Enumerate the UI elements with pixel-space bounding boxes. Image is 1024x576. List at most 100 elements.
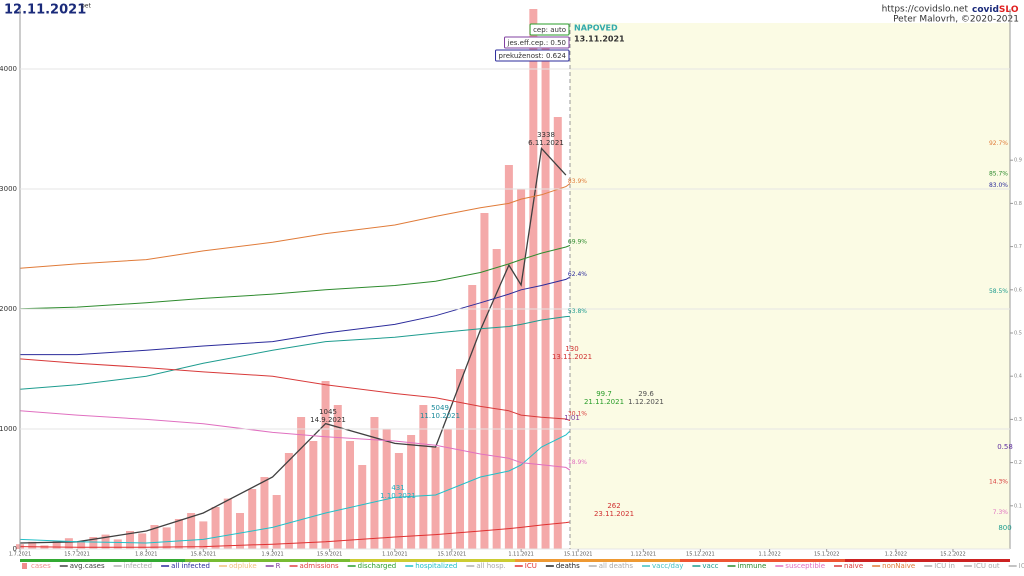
legend-label: ICU (525, 562, 537, 570)
bar (89, 537, 98, 549)
legend-label: immune (738, 562, 767, 570)
bar (77, 541, 86, 549)
bar (223, 498, 232, 549)
legend-label: R (276, 562, 281, 570)
legend-item: ICU deaths (1008, 562, 1024, 570)
x-tick-label: 15.10.2021 (438, 552, 467, 558)
legend-label: vacc (702, 562, 718, 570)
y2-tick-label: 0.9 (1014, 158, 1022, 164)
annotation-value: 431 (391, 484, 404, 492)
x-tick-label: 1.10.2021 (382, 552, 407, 558)
brand-a: covid (972, 5, 999, 15)
bar (162, 527, 171, 549)
bar (480, 213, 489, 549)
x-tick-label: 1.1.2022 (758, 552, 780, 558)
x-tick-label: 1.2.2022 (885, 552, 907, 558)
brand: covidSLO (972, 5, 1019, 15)
value-label: 92.7% (989, 140, 1008, 147)
author: Peter Malovrh, ©2020-2021 (893, 15, 1019, 25)
annotation-value: 29.6 (638, 390, 654, 398)
info-box: cep: auto (529, 23, 570, 36)
bar (150, 525, 159, 549)
legend-label: odpluke (229, 562, 257, 570)
y-tick-label: 2000 (0, 305, 17, 313)
annotation-date: 13.11.2021 (552, 353, 592, 361)
bar (28, 541, 37, 549)
bar (394, 453, 403, 549)
y2-tick-label: 0.7 (1014, 244, 1022, 250)
legend-label: all hosp. (476, 562, 505, 570)
bar (248, 489, 257, 549)
bar (504, 165, 513, 549)
info-box-text: jes.eff.cep.: 0.50 (507, 39, 566, 47)
legend-label: all infected (171, 562, 210, 570)
legend-label: admissions (300, 562, 339, 570)
bar (443, 429, 452, 549)
bar (187, 513, 196, 549)
info-box: jes.eff.cep.: 0.50 (504, 36, 570, 49)
annotation-date: 14.9.2021 (310, 416, 346, 424)
annotation-value: 5049 (431, 404, 449, 412)
legend-item: ICU in (924, 562, 955, 570)
info-box-frame (504, 36, 570, 49)
x-tick-label: 15.11.2021 (564, 552, 593, 558)
x-tick-label: 1.11.2021 (508, 552, 533, 558)
legend-item: admissions (289, 562, 339, 570)
bar (174, 519, 183, 549)
legend-item: ICU out (963, 562, 1000, 570)
legend-item: cases (22, 562, 51, 570)
value-label: 83.9% (568, 178, 587, 185)
bar (52, 540, 61, 549)
url: https://covidslo.net (882, 5, 969, 15)
bar (358, 465, 367, 549)
y-tick-label: 4000 (0, 65, 17, 73)
value-label: 62.4% (568, 271, 587, 278)
bar (309, 441, 318, 549)
status-strip (845, 559, 1010, 562)
bar (126, 531, 134, 549)
legend-label: avg.cases (70, 562, 105, 570)
bar (370, 417, 379, 549)
bar (431, 447, 440, 549)
annotation-value: 99.7 (596, 390, 612, 398)
legend-item: avg.cases (59, 562, 105, 570)
bar (199, 521, 208, 549)
legend-label: infected (124, 562, 153, 570)
annotation-value: 1.01 (564, 414, 580, 422)
legend-label: ICU deaths (1019, 562, 1024, 570)
y2-tick-label: 0.2 (1014, 460, 1022, 466)
bar (272, 495, 281, 549)
value-label: 14.3% (989, 479, 1008, 486)
annotation-date: 1.10.2021 (380, 492, 416, 500)
y2-tick-label: 0.5 (1014, 331, 1022, 337)
x-tick-label: 1.12.2021 (631, 552, 656, 558)
annotation-value: 130 (565, 345, 578, 353)
x-tick-label: 15.7.2021 (64, 552, 89, 558)
legend-label: ICU out (974, 562, 1000, 570)
value-label: 83.0% (989, 182, 1008, 189)
legend-item: naive (834, 562, 863, 570)
value-label: 30.1% (568, 410, 587, 417)
bar (541, 45, 550, 549)
annotation-date: 23.11.2021 (594, 510, 634, 518)
date-title: 12.11.2021 (4, 3, 86, 18)
series-line (19, 146, 567, 544)
legend-label: ICU in (934, 562, 955, 570)
x-tick-label: 1.9.2021 (261, 552, 283, 558)
brand-b: SLO (999, 5, 1019, 15)
info-box-text: prekuženost: 0.624 (499, 52, 567, 60)
legend-label: vacc/day (652, 562, 683, 570)
legend-item: susceptible (775, 562, 825, 570)
bar (419, 405, 428, 549)
bar (260, 477, 269, 549)
legend-label: hospitalized (415, 562, 457, 570)
status-strip (350, 559, 515, 562)
legend-item: deaths (545, 562, 580, 570)
bar (346, 441, 354, 549)
value-label: 69.9% (568, 239, 587, 246)
legend-label: discharged (358, 562, 397, 570)
legend-item: odpluke (219, 562, 257, 570)
forecast-date: 13.11.2021 (574, 35, 625, 44)
annotation-date: 1.12.2021 (628, 398, 664, 406)
